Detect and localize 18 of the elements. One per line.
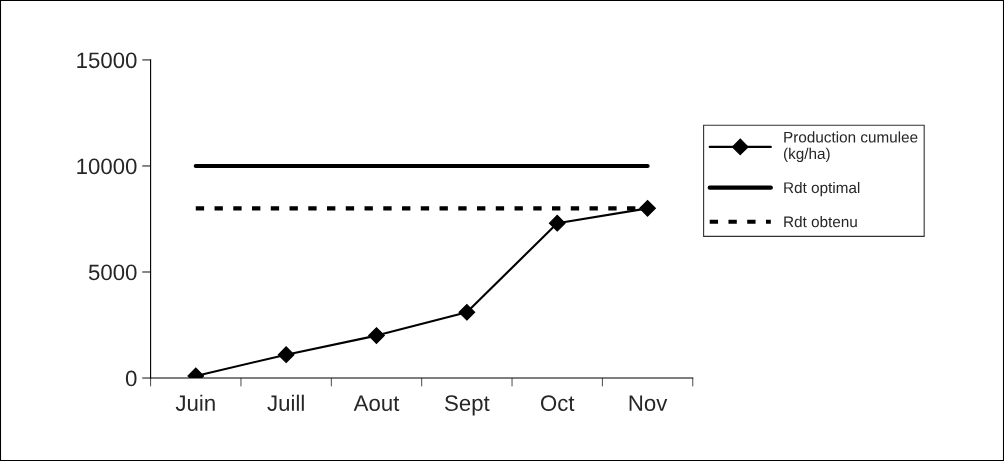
y-tick-label: 5000 xyxy=(88,264,137,281)
point xyxy=(368,327,385,344)
point xyxy=(639,200,656,217)
y-tick-label: 10000 xyxy=(77,158,137,175)
point xyxy=(548,214,566,232)
legend-label: Rdt obtenu xyxy=(784,216,857,228)
x-tick-label: Oct xyxy=(540,395,575,412)
x-tick-label: Juill xyxy=(267,394,304,412)
x-tick-label: Nov xyxy=(629,395,668,412)
x-tick-label: Juin xyxy=(175,394,215,412)
legend-label: Production cumulee (kg/ha) xyxy=(784,131,918,163)
point xyxy=(458,303,476,321)
x-tick-label: Aout xyxy=(353,395,400,412)
y-tick-label: 15000 xyxy=(77,52,137,69)
x-tick-label: Sept xyxy=(445,395,490,416)
point xyxy=(277,346,295,364)
y-tick-label: 0 xyxy=(125,370,137,387)
legend-label: Rdt optimal xyxy=(784,181,860,197)
